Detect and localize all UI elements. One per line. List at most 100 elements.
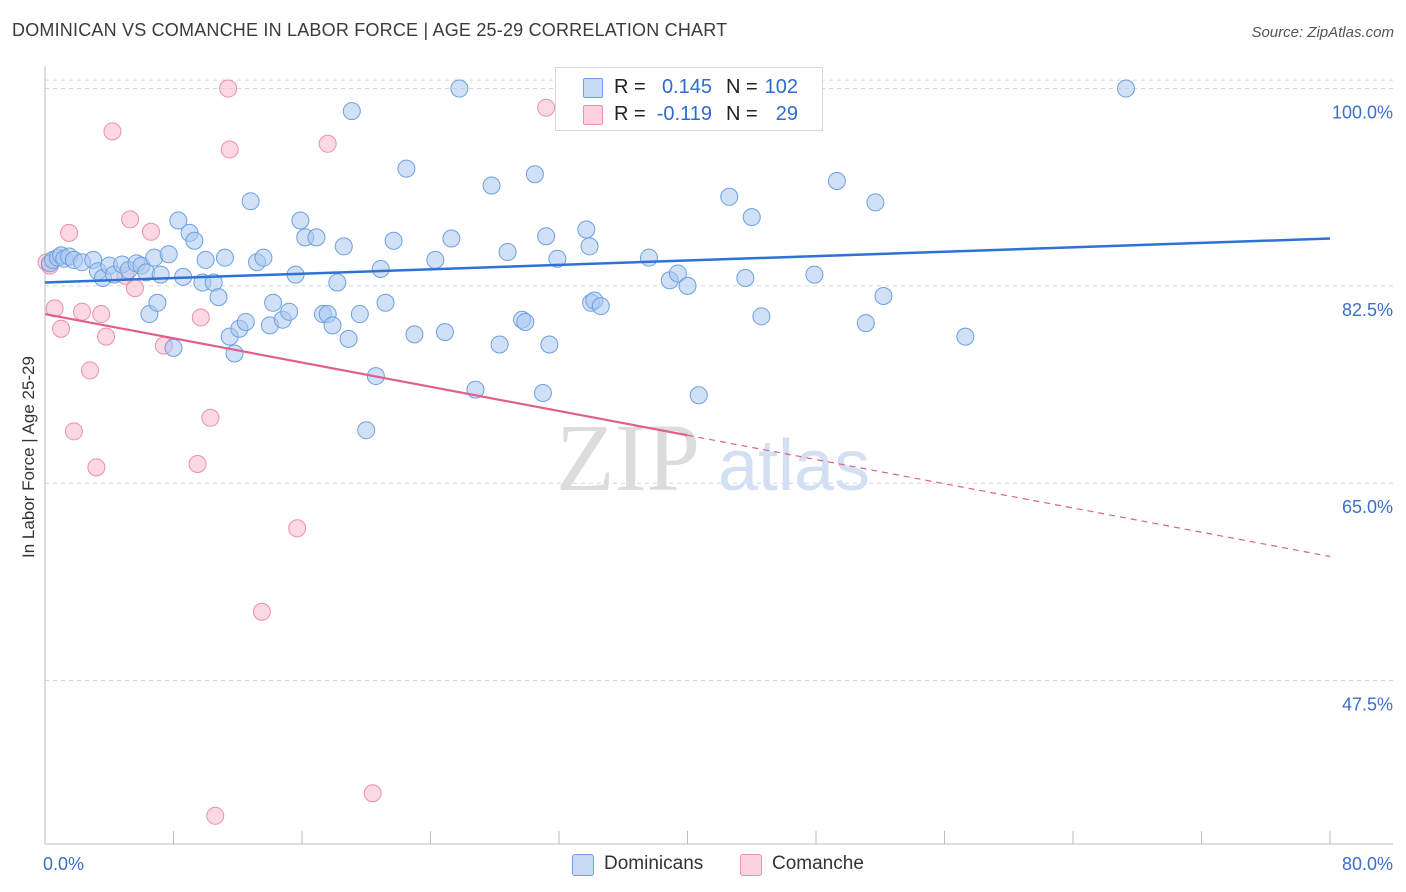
dominican-point bbox=[866, 193, 885, 212]
dominican-point bbox=[482, 176, 501, 195]
dominican-point bbox=[225, 344, 244, 363]
legend-r-label: R = bbox=[614, 103, 646, 125]
series-legend: Dominicans Comanche bbox=[0, 852, 1406, 878]
dominican-point bbox=[376, 293, 395, 312]
dominican-point bbox=[169, 211, 188, 230]
dominican-point bbox=[357, 421, 376, 440]
dominican-point bbox=[689, 386, 708, 405]
axes bbox=[44, 66, 1393, 845]
dominican-point bbox=[577, 220, 596, 239]
dominican-point bbox=[580, 237, 599, 256]
legend-n-label: N = bbox=[726, 76, 758, 98]
x-tick-label: 80.0% bbox=[1342, 854, 1393, 874]
chart-title: DOMINICAN VS COMANCHE IN LABOR FORCE | A… bbox=[12, 20, 728, 40]
dominican-point bbox=[537, 227, 556, 246]
dominican-point bbox=[450, 79, 469, 98]
dominican-point bbox=[405, 325, 424, 344]
dominican-point bbox=[639, 248, 658, 267]
comanche-point bbox=[97, 327, 116, 346]
comanche-trend-line bbox=[44, 312, 688, 437]
legend-n-label: N = bbox=[726, 103, 758, 125]
comanche-point bbox=[60, 223, 79, 242]
watermark-zip: ZIP bbox=[556, 404, 700, 511]
legend-row-dominicans: R = 0.145 N = 102 bbox=[556, 74, 822, 100]
dominican-point bbox=[805, 265, 824, 284]
x-tick-label: 0.0% bbox=[43, 854, 84, 874]
dominican-point bbox=[956, 327, 975, 346]
axis-labels: 47.5% 65.0% 82.5% 100.0% 0.0% 80.0% In Labor F… bbox=[19, 103, 1393, 874]
dominican-point bbox=[498, 243, 517, 262]
dominican-point bbox=[164, 338, 183, 357]
comanche-point bbox=[72, 302, 91, 321]
dominican-point bbox=[678, 276, 697, 295]
legend-r-label: R = bbox=[614, 76, 646, 98]
dominican-point bbox=[159, 245, 178, 264]
dominican-point bbox=[215, 248, 234, 267]
comanche-point bbox=[252, 602, 271, 621]
comanche-point bbox=[288, 519, 307, 538]
legend-r-value: 0.145 bbox=[661, 76, 712, 98]
comanche-point bbox=[318, 134, 337, 153]
dominican-point bbox=[151, 265, 170, 284]
dominican-point bbox=[435, 323, 454, 342]
dominican-point bbox=[323, 316, 342, 335]
dominican-point bbox=[490, 335, 509, 354]
legend-n-value: 102 bbox=[764, 76, 798, 98]
legend-label-dominicans: Dominicans bbox=[604, 853, 704, 874]
dominican-point bbox=[548, 249, 567, 268]
dominican-point bbox=[874, 287, 893, 306]
dominican-point bbox=[426, 250, 445, 269]
dominican-point bbox=[442, 229, 461, 248]
comanche-point bbox=[64, 422, 83, 441]
comanche-point bbox=[363, 784, 382, 803]
comanche-point bbox=[121, 210, 140, 229]
dominican-point bbox=[533, 383, 552, 402]
dominican-point bbox=[384, 231, 403, 250]
dominican-point bbox=[350, 305, 369, 324]
dominican-trend-line bbox=[44, 237, 1331, 284]
comanche-point bbox=[125, 279, 144, 298]
comanche-point bbox=[103, 122, 122, 141]
comanche-point bbox=[206, 806, 225, 825]
legend-row-comanche: R = -0.119 N = 29 bbox=[556, 101, 822, 127]
y-tick-label: 82.5% bbox=[1342, 300, 1393, 320]
legend-r-value: -0.119 bbox=[656, 103, 712, 125]
dominican-point bbox=[254, 248, 273, 267]
comanche-point bbox=[537, 98, 556, 117]
legend-n-value: 29 bbox=[775, 103, 798, 125]
legend-label-comanche: Comanche bbox=[772, 853, 864, 874]
dominican-point bbox=[397, 159, 416, 178]
comanche-point bbox=[201, 408, 220, 427]
dominican-point bbox=[516, 312, 535, 331]
dominican-point bbox=[668, 264, 687, 283]
trend-lines bbox=[44, 237, 1331, 558]
comanche-point bbox=[52, 319, 71, 338]
gridlines bbox=[45, 79, 1393, 682]
dominican-point bbox=[236, 312, 255, 331]
dominican-point bbox=[280, 302, 299, 321]
dominican-point bbox=[291, 211, 310, 230]
comanche-point bbox=[191, 308, 210, 327]
legend-swatch-pink bbox=[740, 854, 762, 876]
dominican-point bbox=[185, 231, 204, 250]
comanche-point bbox=[142, 222, 161, 241]
y-axis-title: In Labor Force | Age 25-29 bbox=[19, 356, 38, 558]
comanche-point bbox=[220, 140, 239, 159]
dominican-point bbox=[196, 250, 215, 269]
dominican-point bbox=[307, 228, 326, 247]
dominican-point bbox=[540, 335, 559, 354]
stats-legend: R = 0.145 N = 102 R = -0.119 N = 29 bbox=[555, 67, 823, 131]
y-tick-label: 65.0% bbox=[1342, 497, 1393, 517]
dominican-point bbox=[525, 165, 544, 184]
dominican-point bbox=[241, 192, 260, 211]
dominican-point bbox=[856, 314, 875, 333]
dominican-point bbox=[148, 293, 167, 312]
dominican-points bbox=[40, 79, 1136, 440]
dominican-point bbox=[334, 237, 353, 256]
legend-swatch-blue bbox=[572, 854, 594, 876]
comanche-point bbox=[92, 305, 111, 324]
legend-swatch-pink bbox=[583, 105, 603, 125]
dominican-point bbox=[736, 268, 755, 287]
dominican-point bbox=[339, 329, 358, 348]
